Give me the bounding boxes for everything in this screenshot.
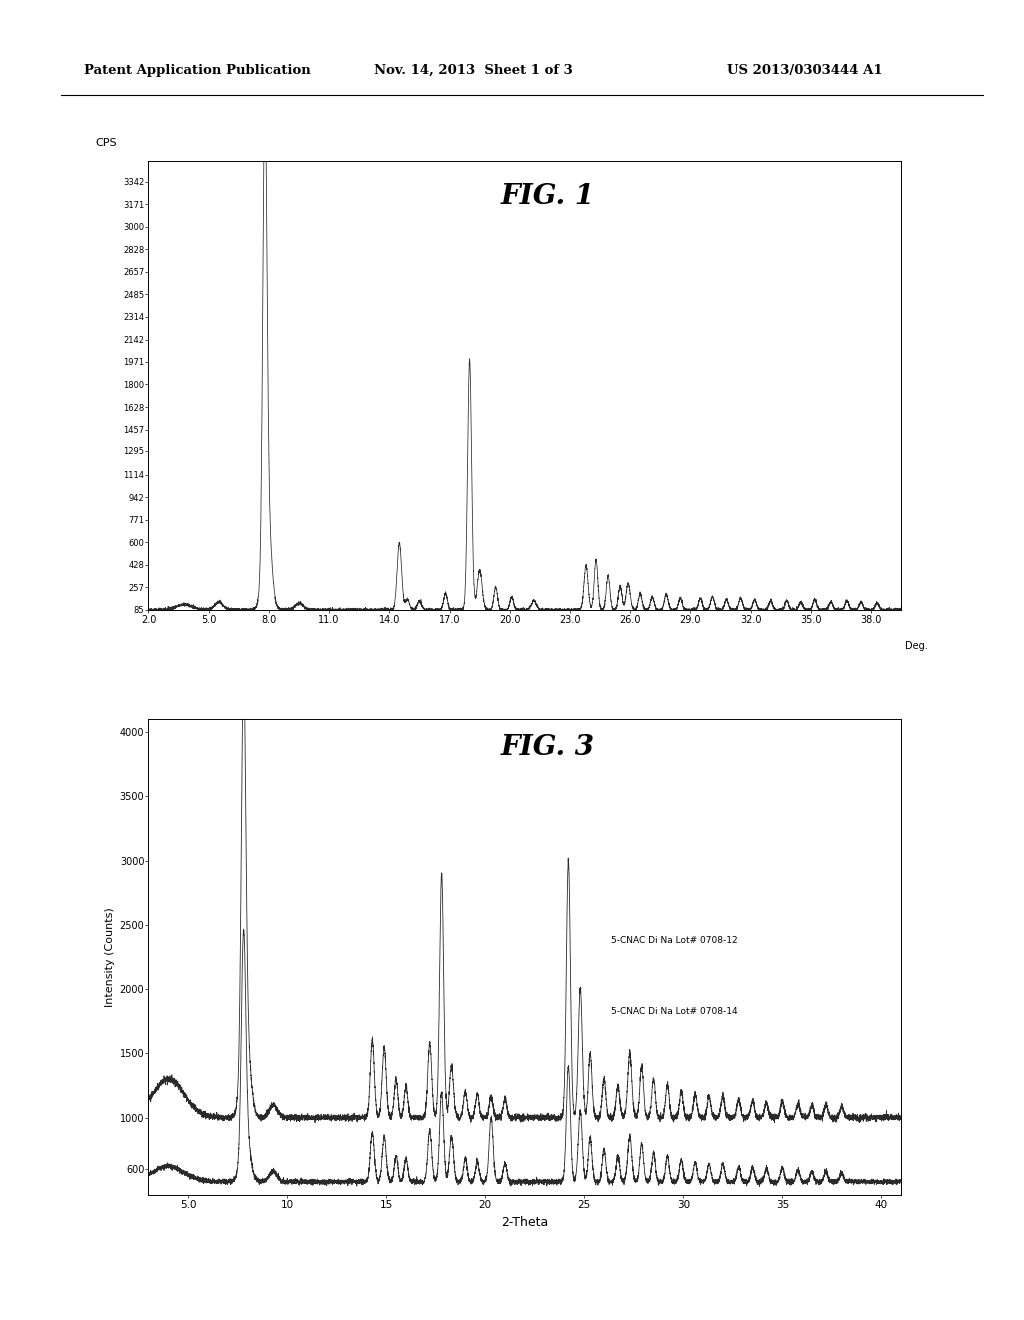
- Text: CPS: CPS: [96, 137, 118, 148]
- Text: Patent Application Publication: Patent Application Publication: [84, 63, 310, 77]
- Text: Deg.: Deg.: [905, 642, 928, 651]
- Text: 5-CNAC Di Na Lot# 0708-14: 5-CNAC Di Na Lot# 0708-14: [611, 1007, 738, 1016]
- X-axis label: 2-Theta: 2-Theta: [501, 1216, 549, 1229]
- Text: Nov. 14, 2013  Sheet 1 of 3: Nov. 14, 2013 Sheet 1 of 3: [374, 63, 572, 77]
- Text: US 2013/0303444 A1: US 2013/0303444 A1: [727, 63, 883, 77]
- Text: FIG. 1: FIG. 1: [501, 183, 594, 210]
- Text: 5-CNAC Di Na Lot# 0708-12: 5-CNAC Di Na Lot# 0708-12: [611, 936, 738, 945]
- Text: FIG. 3: FIG. 3: [501, 734, 594, 760]
- Y-axis label: Intensity (Counts): Intensity (Counts): [105, 907, 116, 1007]
